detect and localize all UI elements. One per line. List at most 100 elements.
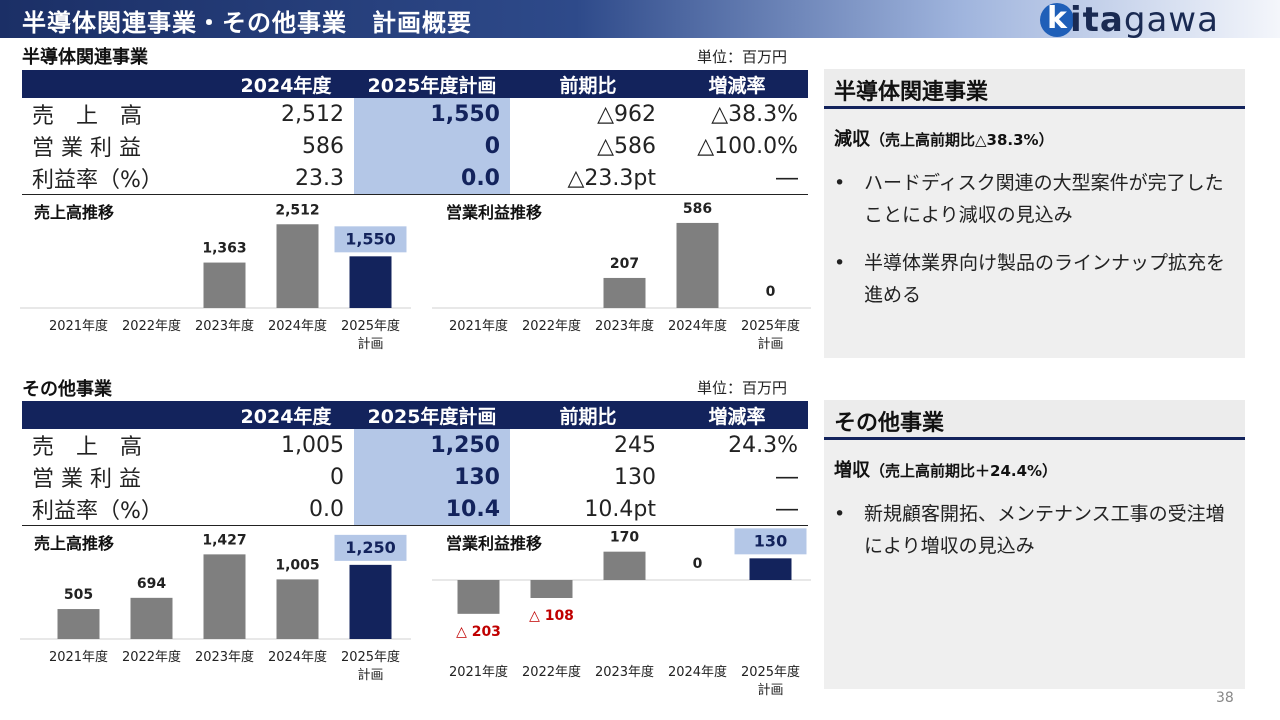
- data-label-highlight: [334, 226, 407, 253]
- table-header: [22, 401, 218, 429]
- x-tick-label: 2024年度: [268, 649, 327, 665]
- data-label: 0: [693, 556, 703, 572]
- cell-rate: △38.3%: [711, 101, 798, 127]
- row-label: 利益率（%）: [22, 493, 218, 526]
- x-tick-label: 2021年度: [449, 664, 508, 680]
- data-label-highlight: [334, 534, 407, 561]
- section-title-semiconductor: 半導体関連事業: [22, 47, 148, 68]
- row-label: 営 業 利 益: [32, 467, 141, 492]
- cell-diff: △962: [597, 101, 656, 127]
- cell-2024: 0.0: [218, 493, 354, 526]
- cell-2024: 1,005: [281, 432, 344, 458]
- x-tick-label: 2022年度: [522, 318, 581, 334]
- cell-plan: 10.4: [354, 493, 510, 526]
- data-label: 130: [754, 531, 787, 550]
- chart-title: 売上高推移: [34, 534, 115, 553]
- bar: [603, 277, 646, 308]
- data-label: 1,363: [202, 241, 246, 257]
- cell-plan: 1,250: [354, 429, 510, 461]
- cell-plan: 0.0: [354, 162, 510, 195]
- bar: [349, 256, 392, 308]
- data-label-highlight: [734, 528, 807, 555]
- cell-diff: 245: [614, 432, 656, 458]
- x-tick-label: 2021年度: [49, 318, 108, 334]
- x-tick-label: 2024年度: [668, 318, 727, 334]
- page-title: 半導体関連事業・その他事業 計画概要: [22, 9, 472, 37]
- table-header: 2024年度: [218, 70, 354, 98]
- cell-2024: 0: [330, 464, 344, 490]
- x-tick-label: 2023年度: [595, 664, 654, 680]
- bar: [276, 224, 319, 308]
- chart-title: 営業利益推移: [446, 203, 543, 222]
- chart-title: 営業利益推移: [446, 534, 543, 553]
- cell-diff: 10.4pt: [510, 493, 666, 526]
- cell-plan: 0: [354, 130, 510, 162]
- table-header: 2025年度計画: [354, 401, 510, 429]
- x-tick-label: 計画: [357, 336, 383, 352]
- panel-header: その他事業: [824, 400, 1245, 440]
- table-header-row: 2024年度 2025年度計画 前期比 増減率: [22, 401, 808, 429]
- x-tick-label: 2023年度: [595, 318, 654, 334]
- cell-2024: 23.3: [218, 162, 354, 195]
- bar: [130, 597, 173, 639]
- data-label: 505: [64, 587, 93, 603]
- data-label: 694: [137, 576, 166, 592]
- bar: [203, 554, 246, 639]
- x-tick-label: 2025年度: [741, 318, 800, 334]
- title-bar: 半導体関連事業・その他事業 計画概要 k itagawa: [0, 0, 1280, 40]
- semiconductor-table: 2024年度 2025年度計画 前期比 増減率 売 上 高 2,512 1,55…: [22, 70, 808, 195]
- x-tick-label: 2024年度: [668, 664, 727, 680]
- table-row: 利益率（%） 23.3 0.0 △23.3pt ―: [22, 162, 808, 195]
- x-tick-label: 計画: [357, 667, 383, 683]
- table-header-row: 2024年度 2025年度計画 前期比 増減率: [22, 70, 808, 98]
- panel-title: 半導体関連事業: [834, 80, 989, 105]
- x-tick-label: 計画: [757, 336, 783, 352]
- data-label: 1,005: [275, 557, 319, 573]
- panel-header: 半導体関連事業: [824, 69, 1245, 109]
- table-header: 前期比: [510, 401, 666, 429]
- cell-rate: ―: [776, 464, 798, 490]
- bar: [203, 262, 246, 308]
- cell-diff: △586: [597, 133, 656, 159]
- data-label: 586: [683, 201, 712, 217]
- kitagawa-logo: k itagawa: [1040, 0, 1270, 40]
- other-panel: その他事業 増収（売上高前期比＋24.4%） • 新規顧客開拓、メンテナンス工事の…: [824, 400, 1245, 689]
- panel-summary: 増収（売上高前期比＋24.4%）: [834, 460, 1058, 481]
- data-label: 1,250: [345, 538, 396, 557]
- logo-wordmark: itagawa: [1070, 0, 1219, 40]
- data-label: 170: [610, 530, 639, 546]
- data-label: 2,512: [275, 202, 319, 218]
- x-tick-label: 2021年度: [449, 318, 508, 334]
- cell-plan: 1,550: [354, 98, 510, 130]
- x-tick-label: 2025年度: [741, 664, 800, 680]
- x-tick-label: 2023年度: [195, 649, 254, 665]
- semiconductor-sales-chart: 2021年度 2022年度 1,363 2023年度 2,512 2024年度 1,550 2…: [20, 202, 411, 352]
- table-row: 営 業 利 益 586 0 △586 △100.0%: [22, 130, 808, 162]
- panel-bullet: • 新規顧客開拓、メンテナンス工事の受注増により増収の見込み: [834, 498, 1234, 562]
- row-label: 利益率（%）: [22, 162, 218, 195]
- x-tick-label: 2023年度: [195, 318, 254, 334]
- unit-label: 単位：百万円: [697, 48, 788, 66]
- table-row: 営 業 利 益 0 130 130 ―: [22, 461, 808, 493]
- panel-summary: 減収（売上高前期比△38.3%）: [834, 129, 1054, 150]
- logo-mark: k: [1040, 1, 1074, 37]
- bullet-mark: •: [834, 503, 846, 525]
- data-label: 1,427: [202, 532, 246, 548]
- cell-plan: 130: [354, 461, 510, 493]
- table-header: 増減率: [666, 70, 808, 98]
- table-row: 売 上 高 2,512 1,550 △962 △38.3%: [22, 98, 808, 130]
- bar: [603, 551, 646, 580]
- x-tick-label: 2022年度: [122, 649, 181, 665]
- other-table: 2024年度 2025年度計画 前期比 増減率 売 上 高 1,005 1,25…: [22, 401, 808, 526]
- panel-bullet: • ハードディスク関連の大型案件が完了したことにより減収の見込み: [834, 167, 1234, 231]
- x-tick-label: 2021年度: [49, 649, 108, 665]
- data-label: △ 108: [529, 608, 574, 624]
- cell-rate: ―: [666, 493, 808, 526]
- data-label: △ 203: [456, 624, 501, 640]
- cell-rate: △100.0%: [697, 133, 798, 159]
- bar: [749, 558, 792, 580]
- bar: [57, 609, 100, 639]
- data-label: 1,550: [345, 229, 396, 248]
- bar: [676, 222, 719, 308]
- cell-rate: ―: [666, 162, 808, 195]
